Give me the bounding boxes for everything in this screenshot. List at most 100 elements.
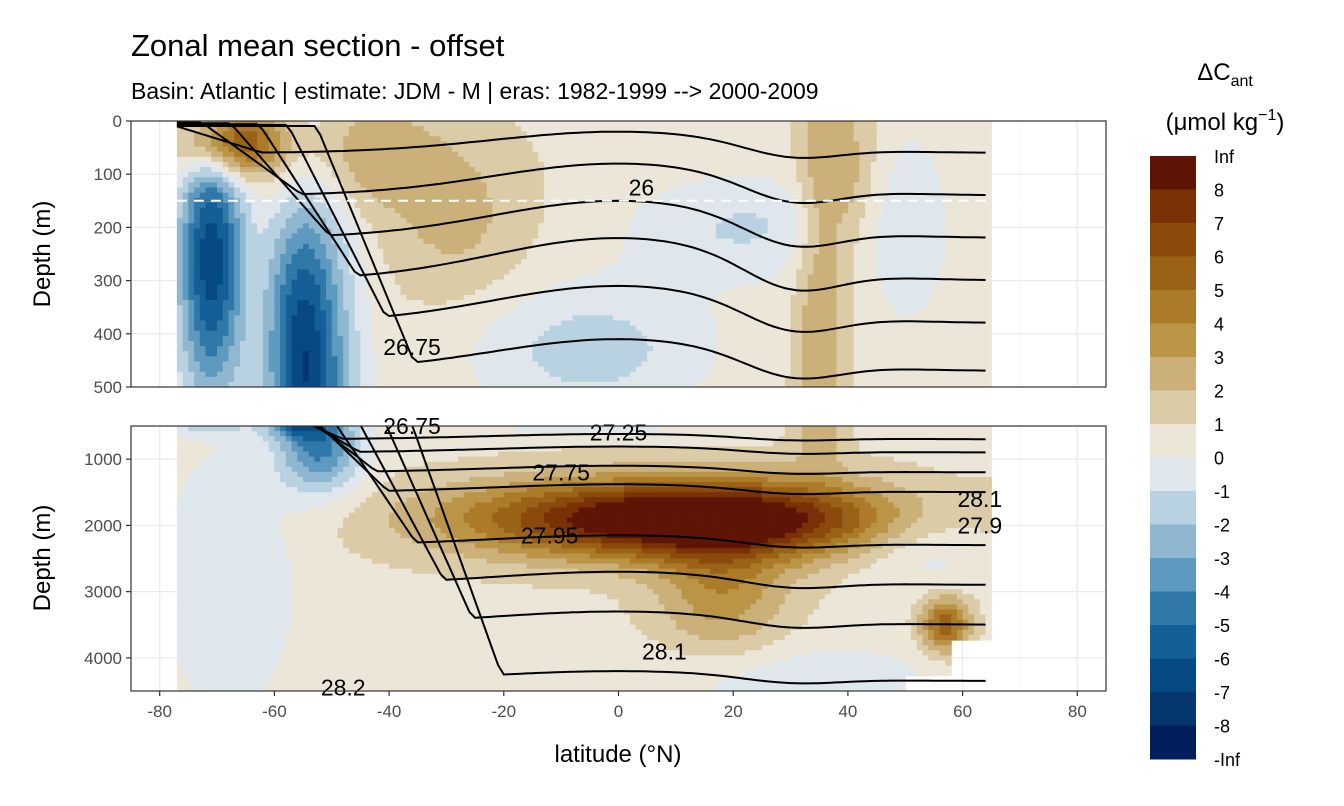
- field-cell: [394, 151, 402, 158]
- field-cell: [308, 151, 316, 158]
- field-cell: [205, 161, 212, 168]
- field-cell: [618, 294, 625, 301]
- field-cell: [480, 126, 488, 132]
- field-cell: [561, 172, 568, 178]
- field-cell: [291, 228, 298, 235]
- field-cell: [366, 233, 373, 240]
- field-cell: [515, 121, 522, 127]
- field-cell: [251, 320, 258, 327]
- field-cell: [211, 248, 218, 255]
- field-cell: [199, 136, 207, 143]
- field-cell: [658, 310, 665, 316]
- field-cell: [217, 269, 224, 276]
- field-cell: [434, 248, 442, 255]
- field-cell: [463, 156, 470, 163]
- field-cell: [521, 294, 528, 301]
- field-cell: [234, 310, 241, 316]
- field-cell: [687, 259, 694, 265]
- field-cell: [658, 243, 665, 250]
- field-cell: [618, 202, 625, 209]
- field-cell: [228, 213, 235, 219]
- field-cell: [337, 356, 344, 363]
- field-cell: [314, 381, 321, 387]
- field-cell: [326, 238, 333, 245]
- field-cell: [274, 356, 281, 363]
- field-cell: [526, 320, 534, 327]
- field-cell: [486, 351, 493, 357]
- field-cell: [486, 325, 493, 332]
- field-cell: [308, 376, 316, 383]
- field-cell: [635, 259, 643, 265]
- field-cell: [452, 233, 459, 240]
- field-cell: [515, 177, 522, 183]
- field-cell: [360, 305, 367, 311]
- field-cell: [635, 187, 643, 194]
- field-cell: [194, 346, 201, 352]
- field-cell: [658, 315, 665, 322]
- field-cell: [549, 330, 557, 337]
- field-cell: [446, 320, 453, 327]
- field-cell: [348, 279, 356, 286]
- field-cell: [440, 315, 448, 322]
- field-cell: [297, 121, 304, 127]
- field-cell: [549, 248, 557, 255]
- field-cell: [480, 238, 488, 245]
- field-cell: [423, 192, 430, 199]
- field-cell: [326, 207, 333, 214]
- field-cell: [291, 151, 298, 158]
- field-cell: [371, 335, 379, 342]
- field-cell: [641, 248, 648, 255]
- field-cell: [268, 325, 275, 332]
- field-cell: [217, 335, 224, 342]
- field-cell: [652, 340, 660, 347]
- field-cell: [308, 233, 316, 240]
- field-cell: [308, 366, 316, 373]
- field-cell: [446, 192, 453, 199]
- field-cell: [314, 340, 321, 347]
- field-cell: [503, 207, 511, 214]
- field-cell: [658, 361, 665, 368]
- field-cell: [716, 243, 723, 250]
- field-cell: [658, 300, 665, 306]
- field-cell: [343, 218, 350, 224]
- field-cell: [222, 381, 230, 387]
- field-cell: [440, 126, 448, 132]
- field-cell: [572, 182, 579, 189]
- field-cell: [343, 335, 350, 342]
- field-cell: [543, 300, 551, 306]
- field-cell: [394, 131, 402, 137]
- field-cell: [670, 151, 677, 158]
- field-cell: [492, 330, 499, 337]
- field-cell: [716, 320, 723, 327]
- field-cell: [721, 259, 729, 265]
- field-cell: [262, 151, 270, 158]
- field-cell: [687, 146, 694, 153]
- field-cell: [629, 151, 637, 158]
- field-cell: [308, 161, 316, 168]
- field-cell: [308, 351, 316, 357]
- field-cell: [429, 361, 436, 368]
- field-cell: [320, 264, 327, 270]
- field-cell: [320, 279, 327, 286]
- field-cell: [486, 167, 493, 173]
- field-cell: [423, 381, 430, 387]
- field-cell: [326, 177, 333, 183]
- field-cell: [498, 366, 505, 373]
- field-cell: [658, 151, 665, 158]
- field-cell: [343, 182, 350, 189]
- field-cell: [297, 131, 304, 137]
- field-cell: [509, 381, 516, 387]
- field-cell: [245, 172, 253, 178]
- field-cell: [251, 366, 258, 373]
- field-cell: [716, 361, 723, 368]
- field-cell: [199, 218, 207, 224]
- field-cell: [555, 300, 562, 306]
- field-cell: [624, 213, 631, 219]
- field-cell: [641, 346, 648, 352]
- field-cell: [681, 233, 688, 240]
- field-cell: [652, 213, 660, 219]
- field-cell: [434, 187, 442, 194]
- field-cell: [274, 320, 281, 327]
- field-cell: [297, 366, 304, 373]
- field-cell: [383, 381, 390, 387]
